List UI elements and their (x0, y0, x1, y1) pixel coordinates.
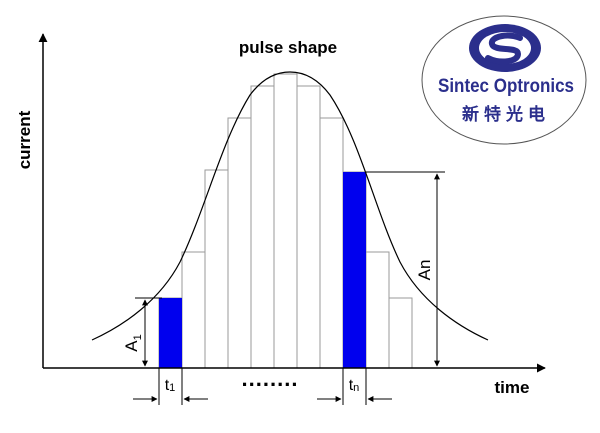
t1-label: t1 (165, 377, 176, 394)
strip-8 (319, 117, 344, 369)
logo-company-cn: 新特光电 (462, 104, 550, 125)
strip-11 (388, 297, 413, 369)
an-label: An (415, 260, 434, 281)
s-swirl-emblem-icon (469, 24, 541, 72)
strip-4 (227, 117, 252, 369)
strip-2 (181, 251, 206, 369)
y-axis-label: current (15, 110, 34, 169)
pulse-curve (91, 71, 489, 341)
highlight-strip-nth (343, 172, 366, 368)
logo-oval (421, 15, 587, 145)
strip-3 (204, 169, 229, 369)
company-logo: Sintec Optronics 新特光电 (421, 15, 587, 145)
highlight-strip-first (159, 298, 182, 368)
strip-7 (296, 85, 321, 369)
strip-10 (365, 251, 390, 369)
strip-6 (273, 73, 298, 369)
logo-company-en: Sintec Optronics (438, 76, 574, 97)
strip-5 (250, 85, 275, 369)
ellipsis: ........ (242, 366, 299, 391)
x-axis-label: time (495, 378, 530, 397)
diagram-title: pulse shape (239, 38, 337, 57)
a1-label: A1 (122, 334, 144, 351)
tn-label: tn (349, 377, 360, 394)
